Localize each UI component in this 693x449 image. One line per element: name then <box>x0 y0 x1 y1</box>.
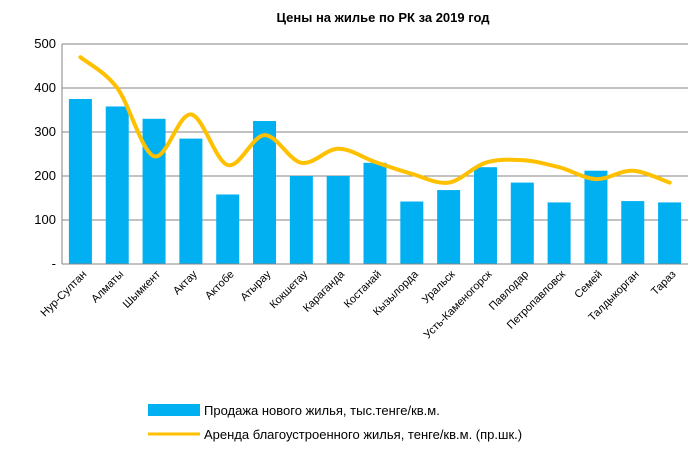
x-tick-label: Семей <box>572 268 604 300</box>
bar <box>400 201 424 264</box>
bar <box>179 138 203 264</box>
bar <box>473 167 497 264</box>
x-tick-label: Усть-Каменогорск <box>422 268 495 341</box>
legend-label: Аренда благоустроенного жилья, тенге/кв.… <box>204 427 522 442</box>
legend-label: Продажа нового жилья, тыс.тенге/кв.м. <box>204 403 440 418</box>
y-tick-label: 200 <box>34 168 56 183</box>
bar <box>68 99 92 264</box>
bar <box>105 106 129 264</box>
x-tick-label: Нур-Султан <box>39 268 90 319</box>
x-tick-label: Актау <box>171 268 200 297</box>
bar <box>253 121 277 264</box>
x-tick-label: Шымкент <box>121 268 163 310</box>
bar <box>584 170 608 264</box>
y-tick-label: 300 <box>34 124 56 139</box>
bar <box>658 202 682 264</box>
x-tick-label: Тараз <box>649 268 678 297</box>
line <box>78 55 672 185</box>
bar <box>142 118 166 264</box>
legend-swatch <box>148 404 200 416</box>
bar <box>363 162 387 264</box>
x-tick-label: Алматы <box>89 268 126 305</box>
bar <box>326 176 350 264</box>
bar <box>437 190 461 264</box>
x-tick-label: Атырау <box>238 268 273 303</box>
y-tick-label: 100 <box>34 212 56 227</box>
x-tick-label: Уральск <box>420 268 458 306</box>
bar <box>216 194 240 264</box>
bar <box>547 202 571 264</box>
bar <box>510 182 534 264</box>
y-tick-label: 400 <box>34 80 56 95</box>
chart-title: Цены на жилье по РК за 2019 год <box>277 10 491 25</box>
bar <box>621 201 645 264</box>
y-tick-label: - <box>52 256 56 271</box>
x-tick-label: Актобе <box>203 268 237 302</box>
bar <box>289 176 313 264</box>
y-tick-label: 500 <box>34 36 56 51</box>
